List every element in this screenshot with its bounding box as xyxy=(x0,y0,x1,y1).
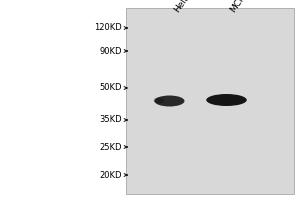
Text: Hela: Hela xyxy=(172,0,192,14)
Ellipse shape xyxy=(154,97,164,103)
Text: 50KD: 50KD xyxy=(100,83,122,92)
Bar xyxy=(126,8,294,194)
Text: 20KD: 20KD xyxy=(100,170,122,180)
Text: 25KD: 25KD xyxy=(100,142,122,152)
Text: 35KD: 35KD xyxy=(99,116,122,124)
Text: 120KD: 120KD xyxy=(94,23,122,32)
Text: 90KD: 90KD xyxy=(100,46,122,55)
Ellipse shape xyxy=(206,94,247,106)
Ellipse shape xyxy=(154,96,184,106)
Text: MCF-7: MCF-7 xyxy=(228,0,251,14)
